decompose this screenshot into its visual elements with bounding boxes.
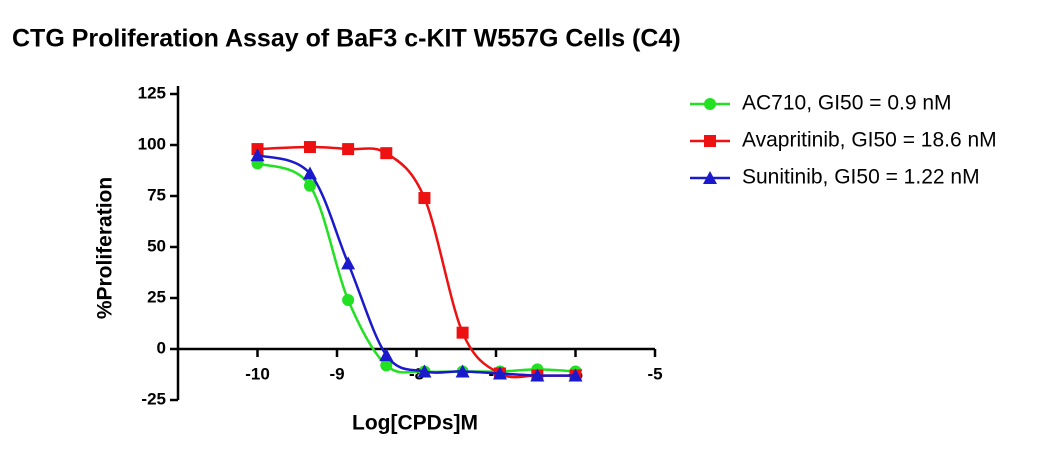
- data-point: [455, 364, 470, 378]
- x-tick-label: -10: [245, 364, 270, 383]
- legend-label: Sunitinib, GI50 = 1.22 nM: [742, 166, 980, 189]
- data-point: [379, 348, 394, 362]
- x-tick-label: -5: [647, 364, 662, 383]
- data-point: [303, 179, 316, 192]
- data-point: [342, 294, 355, 307]
- legend-marker: [704, 135, 716, 147]
- data-point: [492, 366, 507, 380]
- curve: [257, 153, 576, 377]
- y-tick-label: 0: [157, 338, 166, 357]
- x-axis-label: Log[CPDs]M: [352, 412, 478, 435]
- data-point: [341, 256, 356, 270]
- curve: [257, 145, 576, 379]
- data-point: [342, 143, 355, 156]
- legend-label: Avapritinib, GI50 = 18.6 nM: [742, 129, 997, 152]
- chart-title: CTG Proliferation Assay of BaF3 c-KIT W5…: [12, 25, 681, 53]
- y-tick-label: 75: [147, 185, 166, 204]
- y-tick-label: 25: [147, 287, 166, 306]
- y-tick-label: 50: [147, 236, 166, 255]
- data-point: [380, 147, 393, 160]
- legend-label: AC710, GI50 = 0.9 nM: [742, 92, 952, 115]
- curve: [257, 162, 576, 374]
- legend-marker: [703, 171, 717, 184]
- data-point: [417, 364, 432, 378]
- data-point: [303, 141, 316, 154]
- x-tick-label: -9: [329, 364, 344, 383]
- data-point: [530, 368, 545, 382]
- y-tick-label: -25: [141, 389, 166, 408]
- data-point: [250, 148, 265, 162]
- data-point: [380, 359, 393, 372]
- data-point: [302, 166, 317, 180]
- data-point: [456, 326, 469, 339]
- y-axis-label: %Proliferation: [94, 177, 117, 319]
- y-tick-label: 125: [138, 83, 166, 102]
- y-tick-label: 100: [138, 134, 166, 153]
- legend-marker: [704, 98, 716, 110]
- data-point: [418, 192, 431, 205]
- data-point: [568, 368, 583, 382]
